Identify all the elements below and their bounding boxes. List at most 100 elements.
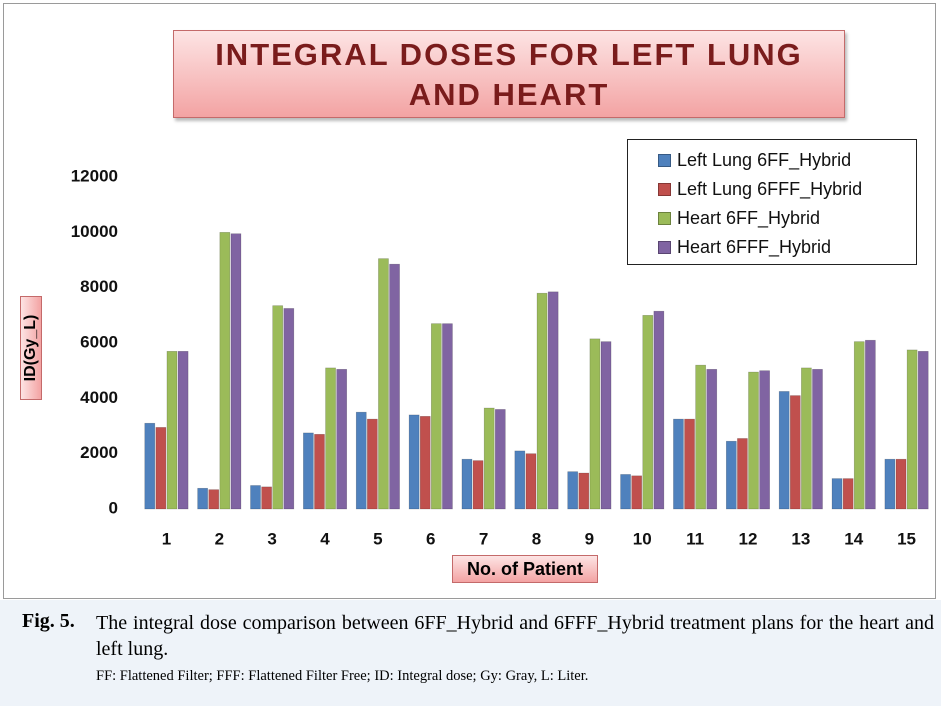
bar bbox=[589, 338, 601, 510]
bar bbox=[197, 487, 208, 510]
bar bbox=[884, 458, 896, 510]
bar bbox=[336, 368, 348, 510]
bar bbox=[842, 478, 854, 510]
x-tick-label: 2 bbox=[215, 529, 224, 548]
x-tick-label: 7 bbox=[479, 529, 488, 548]
bar bbox=[314, 433, 325, 510]
bar bbox=[748, 371, 759, 510]
chart-title: INTEGRAL DOSES FOR LEFT LUNG AND HEART bbox=[173, 30, 845, 118]
bar bbox=[230, 233, 242, 510]
bar bbox=[853, 341, 865, 510]
bar bbox=[367, 418, 378, 510]
y-tick-label: 6000 bbox=[80, 332, 118, 351]
x-tick-label: 9 bbox=[585, 529, 594, 548]
y-tick-label: 12000 bbox=[71, 166, 118, 185]
bar bbox=[917, 350, 929, 510]
legend-swatch bbox=[658, 212, 671, 225]
legend-swatch bbox=[658, 241, 671, 254]
legend-swatch bbox=[658, 154, 671, 167]
legend-entry: Left Lung 6FFF_Hybrid bbox=[658, 175, 916, 204]
legend-entry: Heart 6FFF_Hybrid bbox=[658, 233, 916, 262]
bar bbox=[895, 458, 907, 510]
legend-entry: Left Lung 6FF_Hybrid bbox=[658, 146, 916, 175]
y-tick-label: 2000 bbox=[80, 443, 118, 462]
bar bbox=[461, 458, 473, 510]
bar bbox=[789, 395, 801, 510]
legend-label: Heart 6FF_Hybrid bbox=[677, 208, 821, 228]
y-tick-label: 0 bbox=[109, 498, 118, 517]
bar bbox=[283, 308, 295, 510]
bar bbox=[442, 323, 453, 510]
bar bbox=[673, 418, 684, 510]
bar bbox=[695, 364, 706, 510]
caption-text: The integral dose comparison between 6FF… bbox=[96, 612, 934, 660]
legend-label: Heart 6FFF_Hybrid bbox=[677, 237, 832, 257]
x-axis-label: No. of Patient bbox=[452, 555, 598, 583]
bar bbox=[525, 453, 537, 510]
x-tick-label: 10 bbox=[633, 529, 652, 548]
bar bbox=[144, 422, 156, 510]
bar bbox=[472, 460, 484, 510]
bar bbox=[219, 232, 231, 510]
x-tick-label: 8 bbox=[532, 529, 541, 548]
bar bbox=[737, 438, 748, 510]
caption-label: Fig. 5. bbox=[22, 610, 75, 632]
bar bbox=[812, 368, 823, 510]
bar bbox=[578, 472, 590, 510]
x-tick-label: 5 bbox=[373, 529, 382, 548]
bar bbox=[778, 391, 790, 510]
bar bbox=[494, 409, 506, 510]
legend-entry: Heart 6FF_Hybrid bbox=[658, 204, 916, 233]
bar bbox=[706, 368, 718, 510]
x-tick-label: 13 bbox=[791, 529, 810, 548]
bar bbox=[631, 475, 643, 510]
bar bbox=[653, 310, 665, 510]
y-tick-label: 4000 bbox=[80, 388, 118, 407]
bar bbox=[303, 432, 314, 510]
x-tick-label: 4 bbox=[320, 529, 330, 548]
chart-frame bbox=[3, 3, 936, 599]
bar bbox=[547, 291, 559, 510]
bar bbox=[261, 486, 272, 510]
x-tick-label: 6 bbox=[426, 529, 435, 548]
legend-swatch bbox=[658, 183, 671, 196]
bar bbox=[325, 367, 336, 510]
bar bbox=[208, 489, 220, 510]
caption: Fig. 5. The integral dose comparison bet… bbox=[0, 600, 941, 706]
bar bbox=[389, 263, 400, 510]
bar bbox=[155, 427, 167, 510]
bar bbox=[865, 339, 876, 510]
legend: Left Lung 6FF_Hybrid Left Lung 6FFF_Hybri… bbox=[627, 139, 917, 265]
bar bbox=[831, 478, 843, 510]
bar bbox=[514, 450, 526, 510]
legend-label: Left Lung 6FF_Hybrid bbox=[677, 150, 852, 170]
caption-note: FF: Flattened Filter; FFF: Flattened Fil… bbox=[96, 668, 589, 684]
x-tick-label: 11 bbox=[686, 529, 704, 548]
bar bbox=[906, 349, 918, 510]
bar bbox=[378, 258, 389, 510]
bar bbox=[355, 411, 367, 510]
bar bbox=[801, 367, 812, 510]
y-axis-label: ID(Gy_L) bbox=[20, 296, 42, 400]
bar bbox=[483, 407, 495, 510]
bar bbox=[620, 474, 631, 510]
x-tick-label: 14 bbox=[844, 529, 863, 548]
legend-label: Left Lung 6FFF_Hybrid bbox=[677, 179, 863, 199]
bar bbox=[684, 418, 695, 510]
bar bbox=[166, 350, 178, 510]
bar bbox=[250, 485, 261, 510]
bar bbox=[759, 370, 770, 510]
bar bbox=[642, 315, 654, 510]
bar bbox=[725, 440, 737, 510]
y-tick-label: 10000 bbox=[71, 222, 118, 241]
x-tick-label: 1 bbox=[162, 529, 171, 548]
x-tick-label: 3 bbox=[267, 529, 276, 548]
bar bbox=[419, 416, 431, 510]
bar bbox=[536, 292, 548, 510]
bar bbox=[408, 414, 420, 510]
bar bbox=[272, 305, 284, 510]
bar bbox=[600, 341, 612, 510]
bar bbox=[567, 471, 579, 510]
